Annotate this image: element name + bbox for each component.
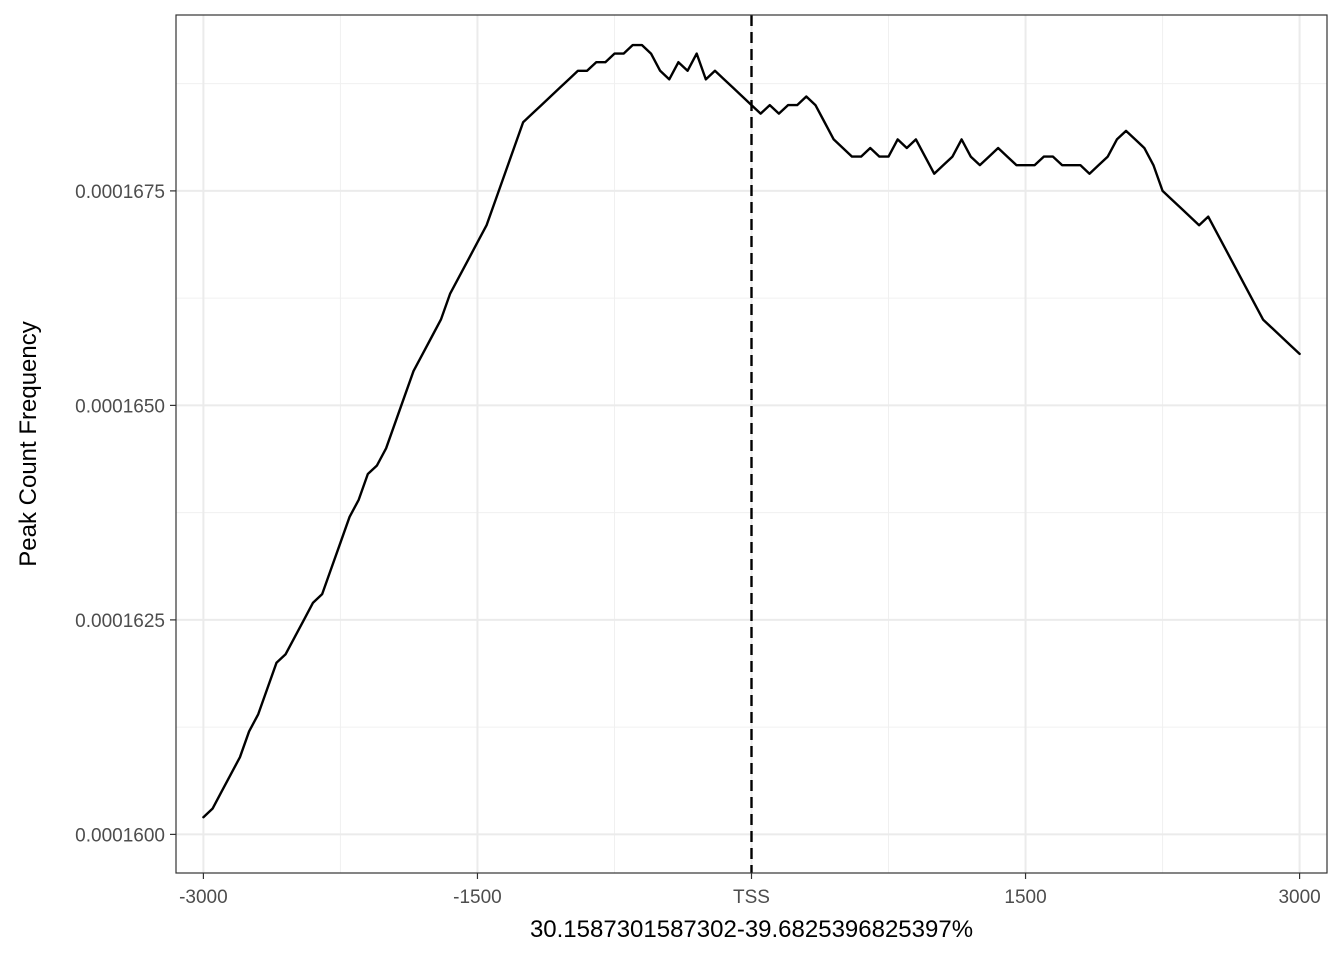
y-tick-label: 0.0001675 [75,182,165,203]
x-tick-label: -3000 [179,887,228,908]
x-tick-label: TSS [733,887,770,908]
x-tick-label: -1500 [453,887,502,908]
x-tick-label: 3000 [1278,887,1320,908]
x-axis-title: 30.1587301587302-39.6825396825397% [530,916,973,943]
y-axis: 0.0001600 0.0001625 0.0001650 0.0001675 [75,182,176,846]
x-tick-label: 1500 [1004,887,1046,908]
y-tick-label: 0.0001625 [75,611,165,632]
y-tick-label: 0.0001600 [75,825,165,846]
x-axis: -3000 -1500 TSS 1500 3000 [179,873,1321,908]
y-tick-label: 0.0001650 [75,396,165,417]
y-axis-title: Peak Count Frequency [15,321,42,566]
